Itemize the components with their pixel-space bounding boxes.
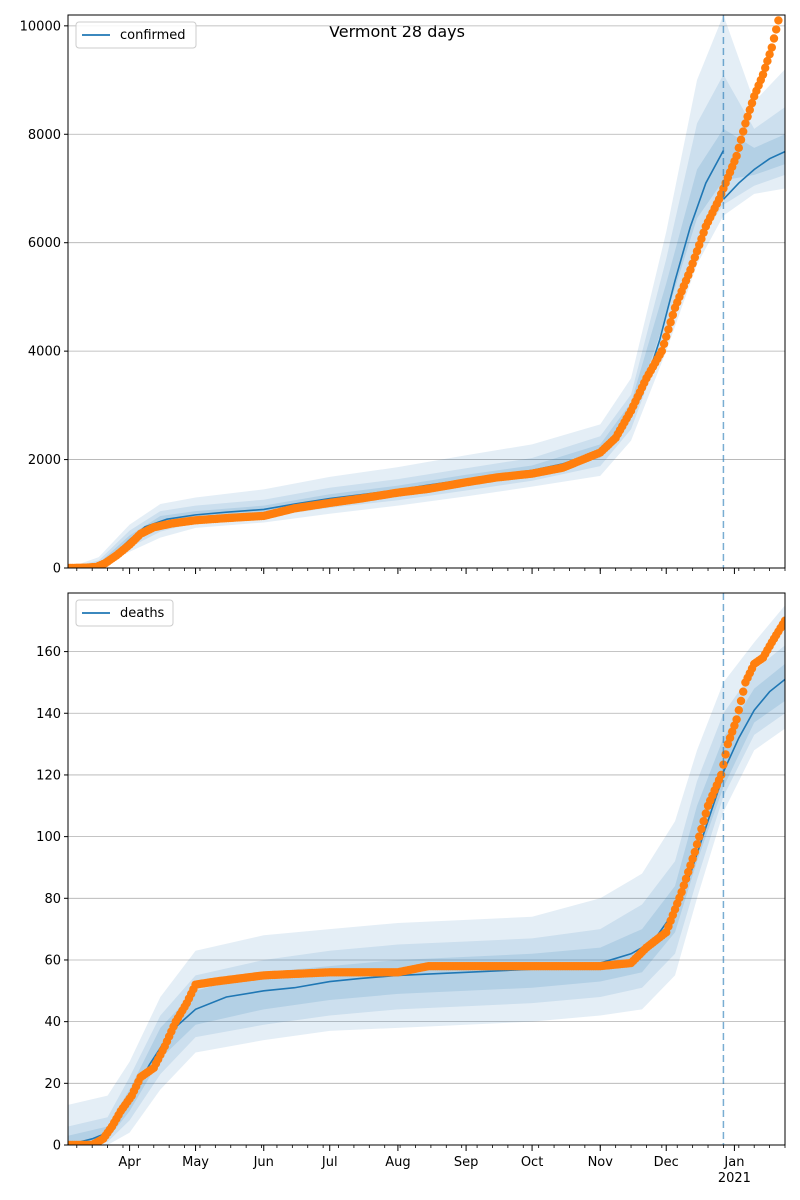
y-tick-label: 40 bbox=[44, 1015, 61, 1030]
legend: confirmed bbox=[75, 21, 197, 49]
observed-point bbox=[732, 151, 741, 161]
observed-point bbox=[734, 705, 744, 715]
legend-box bbox=[75, 21, 197, 49]
observed-point bbox=[739, 127, 748, 136]
observed-point bbox=[695, 832, 704, 841]
observed-point bbox=[686, 861, 695, 870]
legend-label: confirmed bbox=[120, 28, 186, 43]
observed-point bbox=[699, 817, 708, 826]
x-tick-label: Jun bbox=[253, 1155, 274, 1170]
plot-area bbox=[68, 605, 785, 1145]
x-year-label: 2021 bbox=[718, 1171, 751, 1186]
observed-point bbox=[772, 25, 781, 34]
observed-point bbox=[739, 687, 748, 696]
confirmed-panel: 0 2000 4000 6000 8000 10000 confirmed bbox=[20, 14, 786, 577]
observed-point bbox=[697, 824, 706, 834]
observed-point bbox=[736, 135, 746, 144]
y-tick-label: 160 bbox=[36, 645, 61, 660]
observed-point bbox=[763, 56, 772, 66]
observed-point bbox=[765, 50, 774, 59]
observed-point bbox=[780, 616, 785, 625]
confidence-band-outer bbox=[68, 605, 785, 1145]
observed-point bbox=[662, 332, 671, 341]
observed-point bbox=[681, 874, 691, 883]
x-tick-label: Jul bbox=[321, 1155, 338, 1170]
observed-point bbox=[692, 840, 702, 849]
observed-point bbox=[732, 715, 741, 724]
y-tick-label: 60 bbox=[44, 953, 61, 968]
observed-point bbox=[668, 310, 678, 320]
observed-point bbox=[664, 325, 673, 334]
observed-point bbox=[657, 346, 667, 356]
axes-frame bbox=[67, 592, 786, 1146]
observed-point bbox=[701, 809, 711, 818]
observed-point bbox=[690, 847, 700, 857]
y-tick-label: 0 bbox=[53, 562, 61, 577]
plot-area bbox=[68, 15, 785, 568]
observed-point bbox=[736, 696, 746, 706]
legend-label: deaths bbox=[120, 606, 165, 621]
x-tick-label: Oct bbox=[521, 1155, 543, 1170]
y-tick-label: 80 bbox=[44, 892, 61, 907]
y-tick-label: 10000 bbox=[20, 19, 61, 34]
observed-point bbox=[774, 16, 783, 25]
observed-point bbox=[741, 119, 750, 128]
x-tick-label: Apr bbox=[118, 1155, 141, 1170]
observed-point bbox=[659, 339, 669, 349]
figure-title: Vermont 28 days bbox=[329, 22, 465, 41]
forecast-line bbox=[722, 678, 785, 773]
observed-point bbox=[767, 43, 776, 52]
observed-point bbox=[677, 887, 686, 897]
y-tick-label: 6000 bbox=[28, 236, 61, 251]
observed-point bbox=[743, 112, 752, 121]
observed-point bbox=[745, 105, 755, 115]
x-tick-label: May bbox=[182, 1155, 209, 1170]
confidence-band-outer bbox=[68, 15, 785, 568]
x-tick-label: Dec bbox=[654, 1155, 679, 1170]
observed-point bbox=[684, 867, 693, 877]
observed-point bbox=[747, 98, 757, 108]
deaths-panel: 0 20 40 60 80 100 120 140 160 Apr May Jun Jul Aug Sep O… bbox=[36, 592, 786, 1186]
y-tick-label: 120 bbox=[36, 768, 61, 783]
confidence-band-middle bbox=[68, 645, 785, 1145]
y-tick-label: 20 bbox=[44, 1077, 61, 1092]
x-tick-label: Sep bbox=[454, 1155, 479, 1170]
observed-point bbox=[758, 70, 768, 79]
x-tick-label: Nov bbox=[588, 1155, 614, 1170]
axes-frame bbox=[67, 14, 786, 569]
observed-point bbox=[769, 34, 779, 43]
x-tick-label: Aug bbox=[385, 1155, 410, 1170]
legend-box bbox=[75, 599, 174, 627]
y-tick-label: 100 bbox=[36, 830, 61, 845]
legend: deaths bbox=[75, 599, 174, 627]
observed-point bbox=[666, 318, 675, 327]
y-tick-label: 8000 bbox=[28, 128, 61, 143]
observed-point bbox=[688, 854, 697, 863]
observed-point bbox=[761, 63, 770, 73]
y-tick-label: 4000 bbox=[28, 345, 61, 360]
y-tick-label: 140 bbox=[36, 707, 61, 722]
y-tick-label: 0 bbox=[53, 1139, 61, 1154]
y-tick-label: 2000 bbox=[28, 453, 61, 468]
observed-point bbox=[679, 881, 689, 890]
confidence-band-inner bbox=[68, 128, 785, 568]
observed-point bbox=[734, 143, 744, 153]
forecast-line bbox=[722, 150, 785, 200]
x-tick-label: Jan bbox=[723, 1155, 744, 1170]
